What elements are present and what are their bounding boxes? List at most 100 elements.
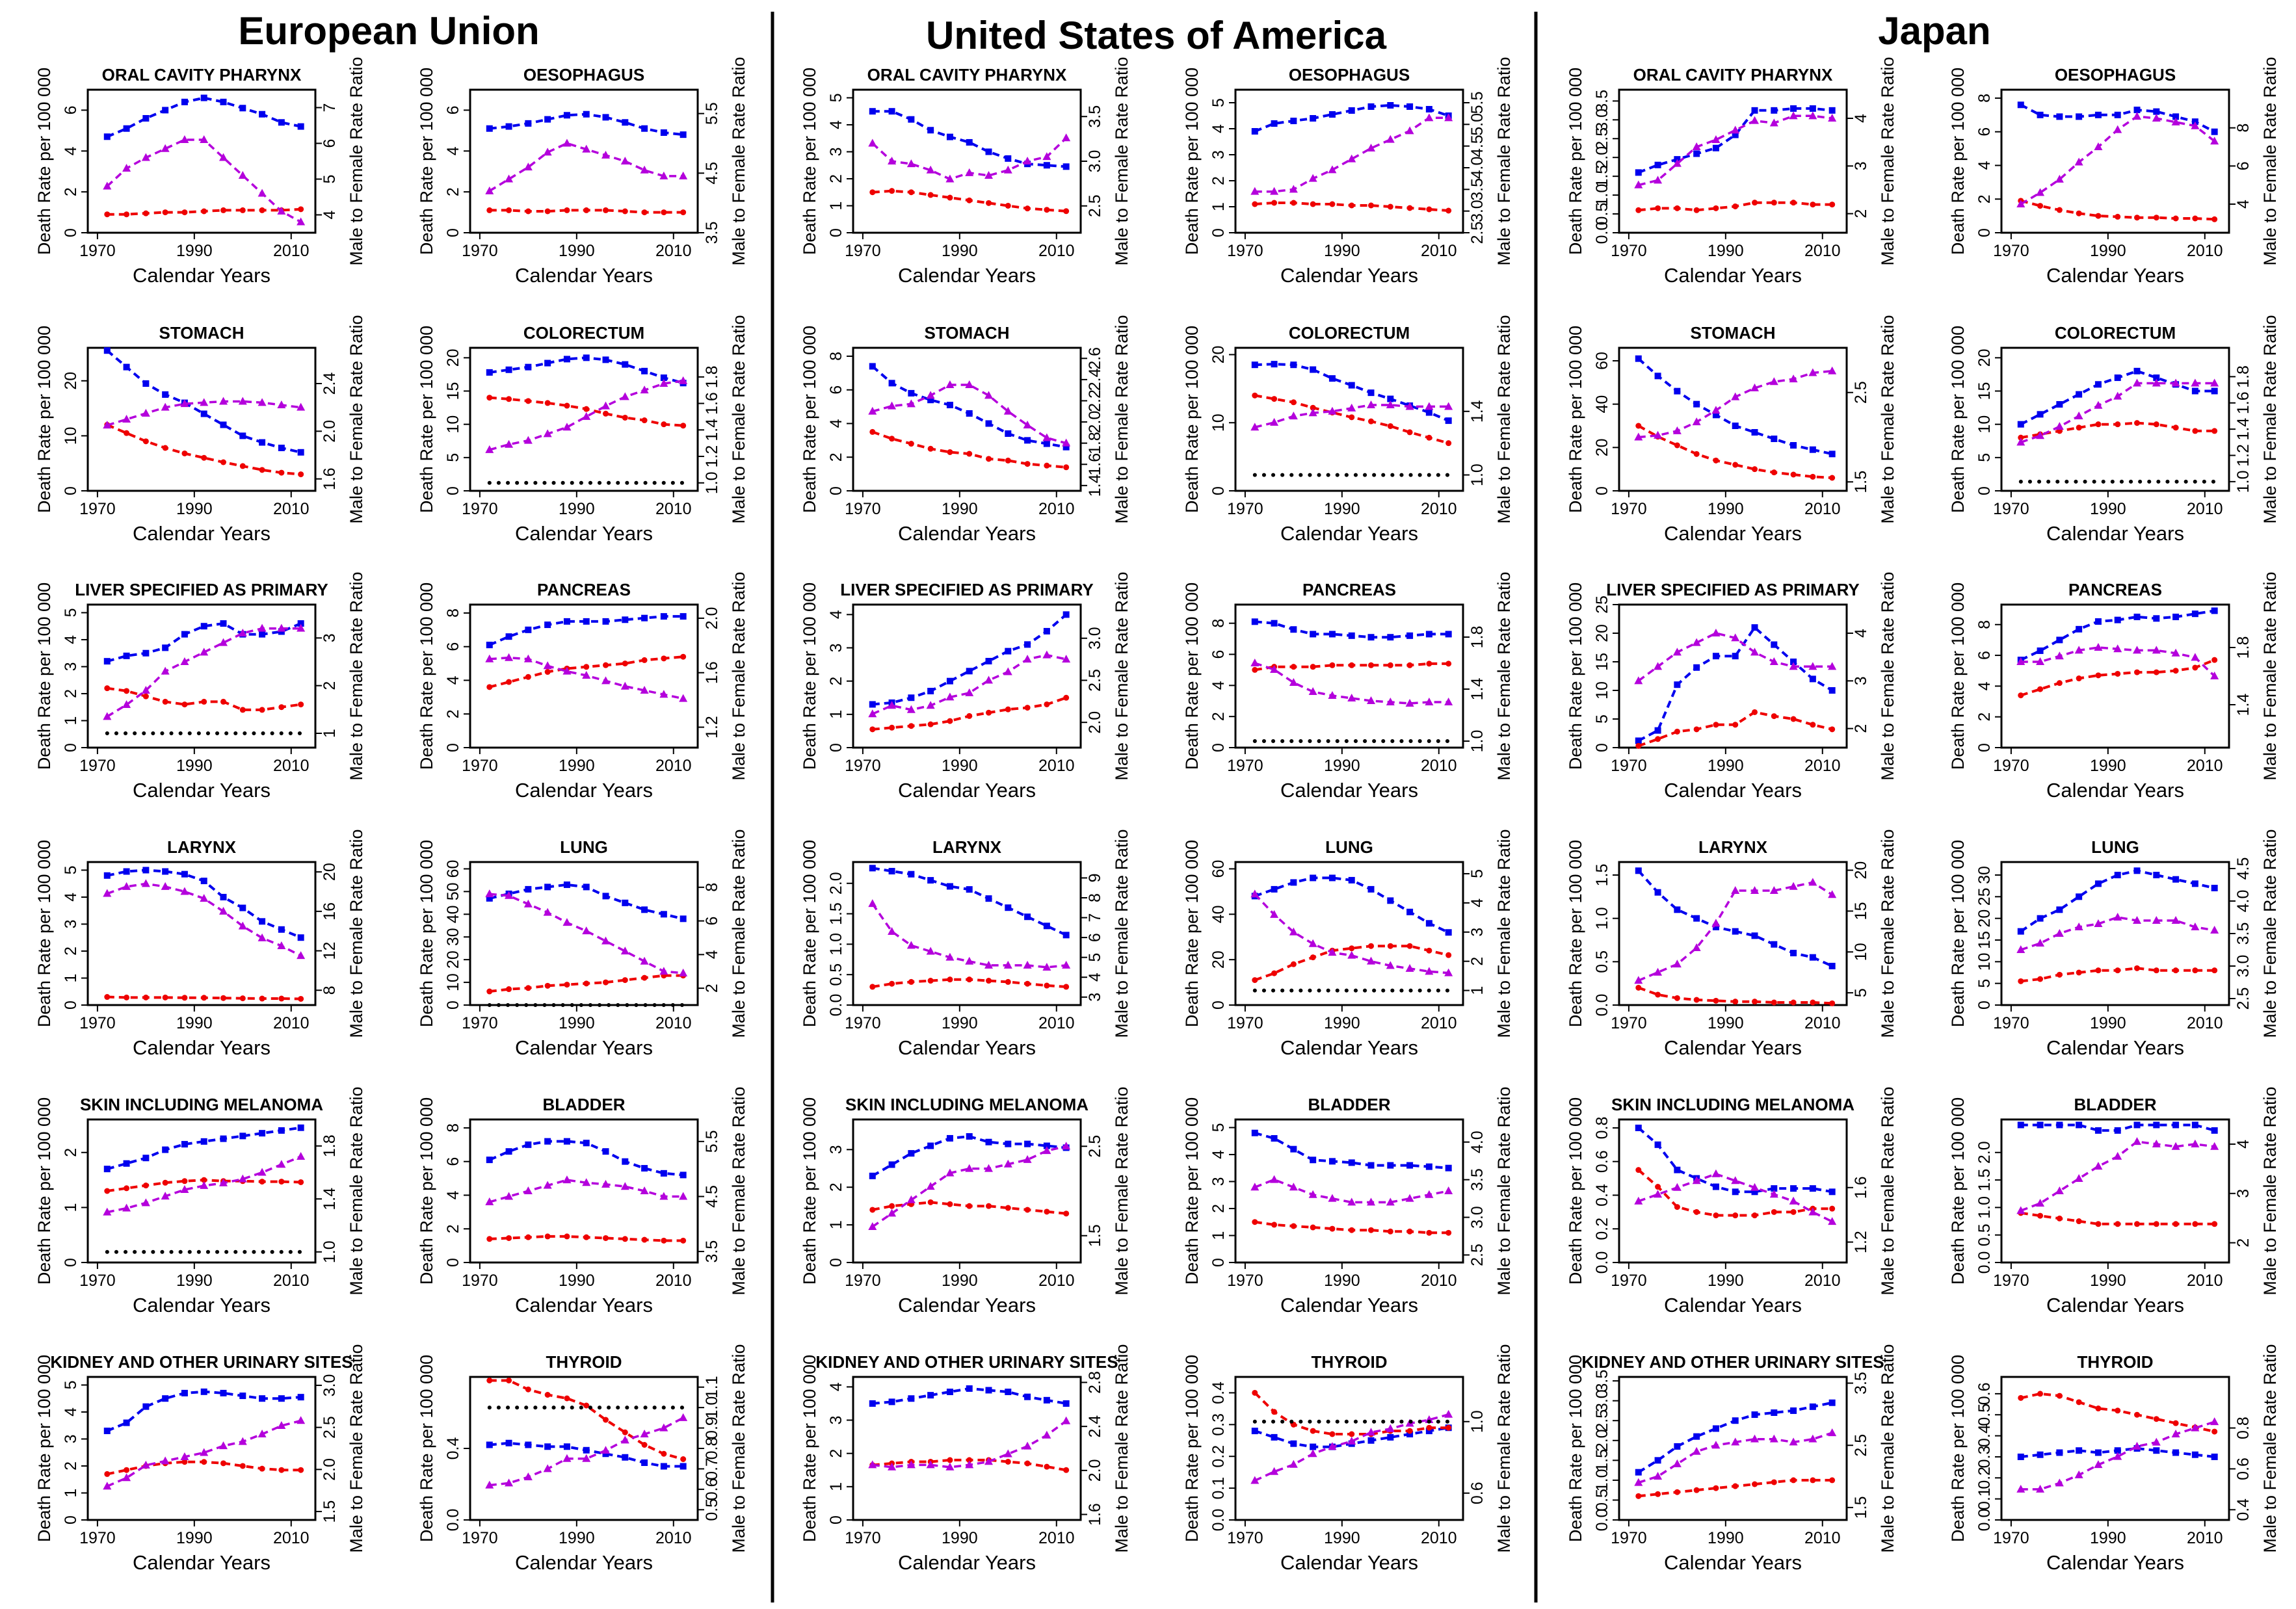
- data-point-female: [278, 1179, 285, 1185]
- data-point-ratio: [1444, 698, 1453, 705]
- data-point-female: [2115, 1407, 2121, 1414]
- y-tick-label: 1: [62, 974, 80, 983]
- data-point-ratio: [620, 681, 629, 690]
- y-tick-label: 3: [62, 920, 80, 929]
- data-point-ratio: [965, 1164, 974, 1172]
- y-tick-label: 15: [1593, 653, 1611, 671]
- data-point-ratio: [1634, 1196, 1643, 1205]
- x-tick-label: 1990: [176, 1014, 213, 1032]
- data-point-ratio: [1250, 659, 1260, 666]
- data-point-male: [583, 111, 590, 118]
- data-point-ratio: [2036, 1198, 2045, 1207]
- data-point-ratio: [1692, 1176, 1701, 1184]
- data-point-male: [123, 125, 130, 132]
- data-point-male: [2114, 616, 2121, 623]
- data-point-male: [1387, 1433, 1394, 1441]
- data-point-ratio: [1405, 963, 1414, 972]
- data-point-ratio: [1808, 368, 1817, 376]
- data-point-ratio: [620, 157, 629, 164]
- plot-frame: [2000, 1118, 2230, 1264]
- data-point-female: [486, 1378, 493, 1383]
- data-point-female: [525, 674, 531, 680]
- data-point-male: [2153, 615, 2160, 622]
- data-point-male: [1771, 1185, 1778, 1192]
- y-tick-label: 2.0: [1593, 146, 1611, 169]
- x-axis-label: Calendar Years: [1664, 1294, 1802, 1316]
- data-point-female: [1674, 1204, 1680, 1210]
- data-point-ratio: [2133, 1137, 2142, 1145]
- y-tick-label: 0: [444, 1258, 462, 1267]
- data-point-male: [142, 380, 150, 387]
- y-tick-label: 2: [827, 174, 845, 183]
- y2-tick-label: 3: [321, 633, 339, 642]
- data-point-male: [1310, 1157, 1317, 1164]
- data-point-ratio: [297, 1152, 306, 1160]
- y-tick-label: 4: [444, 146, 462, 155]
- x-axis-label: Calendar Years: [1280, 1036, 1418, 1059]
- data-point-male: [1406, 1162, 1414, 1169]
- data-point-ratio: [1308, 408, 1317, 417]
- data-point-male: [908, 1395, 915, 1402]
- data-point-ratio: [1289, 927, 1298, 935]
- data-point-male: [486, 125, 493, 132]
- data-point-male: [200, 1138, 207, 1145]
- data-point-male: [1712, 924, 1719, 930]
- data-point-ratio: [1711, 919, 1721, 927]
- y-tick-label: 4: [62, 635, 80, 644]
- y-tick-label: 4: [1209, 681, 1228, 690]
- data-point-male: [1348, 1159, 1355, 1166]
- y2-tick-label: 1.2: [703, 445, 721, 468]
- data-point-ratio: [601, 401, 611, 410]
- region-title-usa: United States of America: [926, 14, 1387, 57]
- data-point-female: [2095, 672, 2102, 679]
- y2-axis-label: Male to Female Rate Ratio: [1112, 571, 1131, 780]
- data-point-ratio: [2036, 431, 2045, 439]
- series-line-male: [872, 867, 1067, 937]
- y-tick-label: 0: [62, 1515, 80, 1524]
- y-tick-label: 4: [1975, 161, 1994, 170]
- data-point-male: [966, 886, 973, 893]
- data-point-ratio: [1023, 157, 1032, 164]
- x-tick-label: 1990: [176, 757, 213, 775]
- y2-tick-label: 2.4: [1086, 1415, 1104, 1438]
- data-point-ratio: [141, 1198, 150, 1207]
- y-tick-label: 40: [444, 905, 462, 923]
- y2-tick-label: 3.5: [703, 1240, 721, 1263]
- data-point-female: [298, 701, 304, 708]
- panel-title: OESOPHAGUS: [523, 65, 644, 85]
- y2-tick-label: 4.0: [1468, 157, 1486, 179]
- y-tick-label: 10: [444, 973, 462, 991]
- y2-tick-label: 4: [2234, 1140, 2252, 1149]
- data-point-male: [2076, 893, 2083, 900]
- y-tick-label: 1.0: [827, 933, 845, 956]
- x-tick-label: 1990: [2090, 757, 2126, 775]
- y2-tick-label: 1.5: [1852, 471, 1870, 493]
- y-tick-label: 1.5: [1593, 864, 1611, 887]
- data-point-male: [162, 1146, 169, 1153]
- x-tick-label: 1990: [176, 1272, 213, 1290]
- data-point-ratio: [1672, 648, 1682, 656]
- data-point-female: [1387, 203, 1393, 210]
- region-title-japan: Japan: [1878, 9, 1990, 53]
- data-point-female: [1810, 473, 1816, 480]
- data-point-female: [298, 1179, 304, 1185]
- x-tick-label: 1990: [176, 500, 213, 518]
- x-tick-label: 1990: [559, 242, 595, 260]
- y2-tick-label: 1.2: [2234, 444, 2252, 467]
- data-point-female: [124, 430, 130, 436]
- y-tick-label: 5: [62, 865, 80, 874]
- data-point-female: [1349, 662, 1355, 668]
- data-point-ratio: [219, 1178, 228, 1186]
- data-point-male: [1043, 1396, 1050, 1404]
- data-point-male: [2153, 108, 2160, 115]
- data-point-female: [1024, 705, 1031, 711]
- data-point-male: [1732, 928, 1739, 935]
- data-point-male: [2153, 374, 2160, 382]
- data-point-male: [1310, 366, 1317, 373]
- data-point-male: [1828, 1399, 1836, 1406]
- data-point-female: [2211, 1221, 2218, 1227]
- data-point-female: [947, 194, 953, 201]
- data-point-male: [525, 120, 532, 127]
- data-point-male: [946, 133, 953, 140]
